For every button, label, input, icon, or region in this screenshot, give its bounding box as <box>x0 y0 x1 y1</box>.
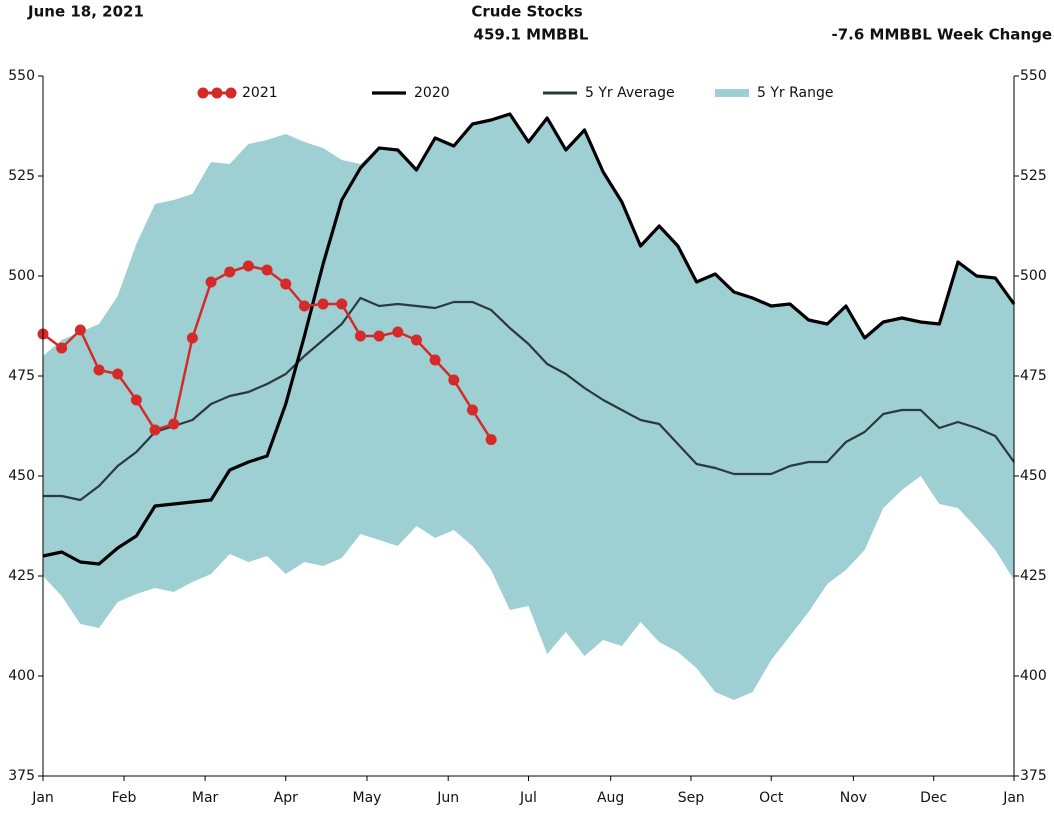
legend-swatch <box>211 87 223 99</box>
y-tick-label: 450 <box>8 468 35 484</box>
range-band <box>43 114 1014 700</box>
data-point <box>112 368 124 380</box>
data-point <box>392 326 404 338</box>
x-tick-label: Nov <box>840 790 867 806</box>
y2-tick-label: 375 <box>1020 768 1047 784</box>
x-tick-label: Jun <box>436 790 459 806</box>
y2-tick-label: 450 <box>1020 468 1047 484</box>
legend-label: 2021 <box>242 85 278 101</box>
data-point <box>56 342 68 354</box>
x-tick-label: Jan <box>31 790 54 806</box>
y2-tick-label: 550 <box>1020 68 1047 84</box>
chart-subtitle: 459.1 MMBBL <box>474 26 589 44</box>
x-tick-label: Feb <box>112 790 137 806</box>
x-tick-label: Aug <box>597 790 624 806</box>
legend-label: 5 Yr Range <box>757 85 834 101</box>
legend-swatch <box>715 89 749 97</box>
data-point <box>429 354 441 366</box>
data-point <box>336 298 348 310</box>
legend-label: 5 Yr Average <box>585 85 675 101</box>
data-point <box>354 330 366 342</box>
y2-tick-label: 475 <box>1020 368 1047 384</box>
legend-swatch <box>225 87 237 99</box>
data-point <box>149 424 161 436</box>
legend-label: 2020 <box>414 85 450 101</box>
x-tick-label: Dec <box>920 790 947 806</box>
data-point <box>485 434 497 446</box>
x-tick-label: Oct <box>759 790 784 806</box>
y2-tick-label: 400 <box>1020 668 1047 684</box>
y2-tick-label: 425 <box>1020 568 1047 584</box>
legend-swatch <box>197 87 209 99</box>
data-point <box>93 364 105 376</box>
y-tick-label: 550 <box>8 68 35 84</box>
data-point <box>224 266 236 278</box>
data-point <box>448 374 460 386</box>
data-point <box>168 418 180 430</box>
data-point <box>205 276 217 288</box>
data-point <box>242 260 254 272</box>
series-line <box>42 112 1016 566</box>
x-tick-label: Mar <box>192 790 219 806</box>
y-tick-label: 375 <box>8 768 35 784</box>
y-tick-label: 475 <box>8 368 35 384</box>
week-change: -7.6 MMBBL Week Change <box>832 26 1052 44</box>
y-tick-label: 400 <box>8 668 35 684</box>
x-tick-label: May <box>353 790 382 806</box>
data-point <box>186 332 198 344</box>
data-point <box>317 298 329 310</box>
y2-tick-label: 500 <box>1020 268 1047 284</box>
data-point <box>410 334 422 346</box>
data-point <box>280 278 292 290</box>
data-point <box>373 330 385 342</box>
y-tick-label: 500 <box>8 268 35 284</box>
y-tick-label: 425 <box>8 568 35 584</box>
data-point <box>466 404 478 416</box>
data-point <box>261 264 273 276</box>
y-tick-label: 525 <box>8 168 35 184</box>
y2-tick-label: 525 <box>1020 168 1047 184</box>
x-tick-label: Jul <box>519 790 537 806</box>
date: June 18, 2021 <box>27 3 144 21</box>
data-point <box>130 394 142 406</box>
x-tick-label: Sep <box>678 790 705 806</box>
x-tick-label: Jan <box>1002 790 1025 806</box>
x-tick-label: Apr <box>274 790 298 806</box>
series-line <box>43 296 1015 502</box>
data-point <box>74 324 86 336</box>
chart-title: Crude Stocks <box>471 3 582 21</box>
data-point <box>298 300 310 312</box>
